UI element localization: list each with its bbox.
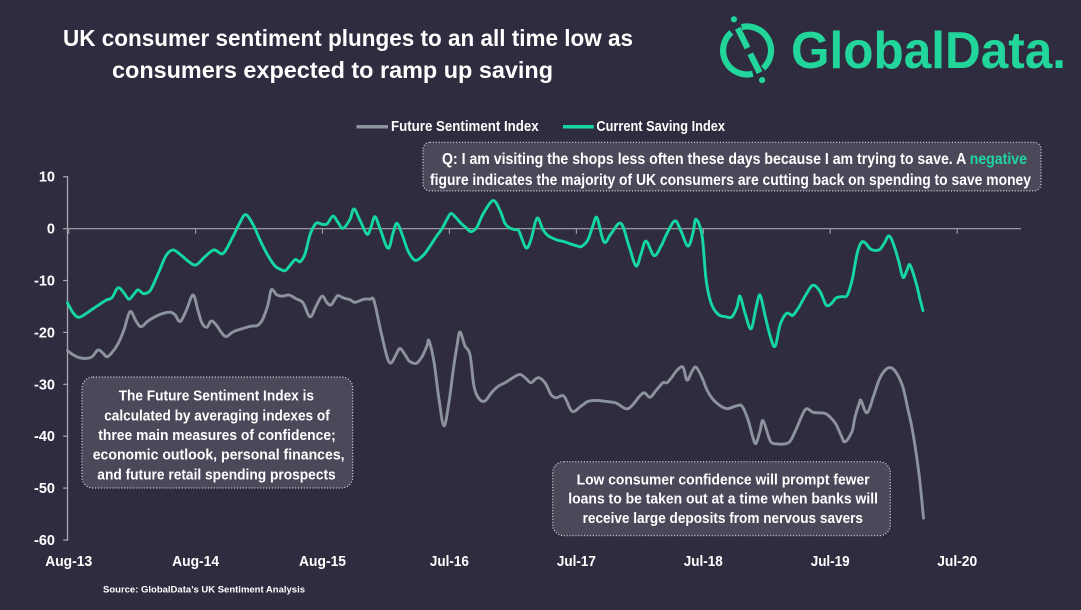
svg-text:Jul-16: Jul-16 [430,554,469,570]
svg-text:Current Saving Index: Current Saving Index [596,119,725,135]
svg-text:Low consumer confidence will p: Low consumer confidence will prompt fewe… [577,471,870,488]
svg-text:Source: GlobalData’s UK Sentim: Source: GlobalData’s UK Sentiment Analys… [103,585,305,596]
svg-text:Aug-13: Aug-13 [45,554,92,570]
svg-text:Aug-14: Aug-14 [172,554,219,570]
svg-text:-20: -20 [34,325,55,341]
svg-text:-40: -40 [34,429,55,445]
svg-text:The Future Sentiment Index is: The Future Sentiment Index is [119,387,314,404]
svg-text:UK consumer sentiment plunges: UK consumer sentiment plunges to an all … [63,25,633,51]
svg-text:consumers expected to ramp up: consumers expected to ramp up saving [112,57,553,83]
svg-text:0: 0 [47,222,55,238]
svg-text:-10: -10 [34,274,55,290]
svg-text:Jul-18: Jul-18 [684,554,723,570]
svg-text:three main measures of confide: three main measures of confidence; [98,427,335,444]
svg-text:-60: -60 [34,533,55,549]
svg-text:Jul-19: Jul-19 [811,554,850,570]
svg-text:GlobalData.: GlobalData. [791,22,1066,80]
svg-text:calculated by averaging indexe: calculated by averaging indexes of [104,407,330,424]
svg-text:loans to be taken out at a tim: loans to be taken out at a time when ban… [568,491,878,508]
svg-text:Q: I am visiting the shops les: Q: I am visiting the shops less often th… [442,151,1027,168]
svg-text:and future retail spending pro: and future retail spending prospects [97,466,335,483]
svg-text:Jul-20: Jul-20 [937,554,977,570]
svg-text:receive large deposits from ne: receive large deposits from nervous save… [583,510,863,527]
svg-text:Jul-17: Jul-17 [557,554,596,570]
svg-text:-50: -50 [34,481,55,497]
svg-text:Future Sentiment Index: Future Sentiment Index [391,119,539,135]
svg-text:Aug-15: Aug-15 [299,554,346,570]
svg-text:economic outlook, personal fin: economic outlook, personal finances, [93,447,345,464]
svg-text:figure indicates the majority: figure indicates the majority of UK cons… [430,172,1031,189]
svg-text:10: 10 [39,170,55,186]
svg-text:-30: -30 [34,377,55,393]
